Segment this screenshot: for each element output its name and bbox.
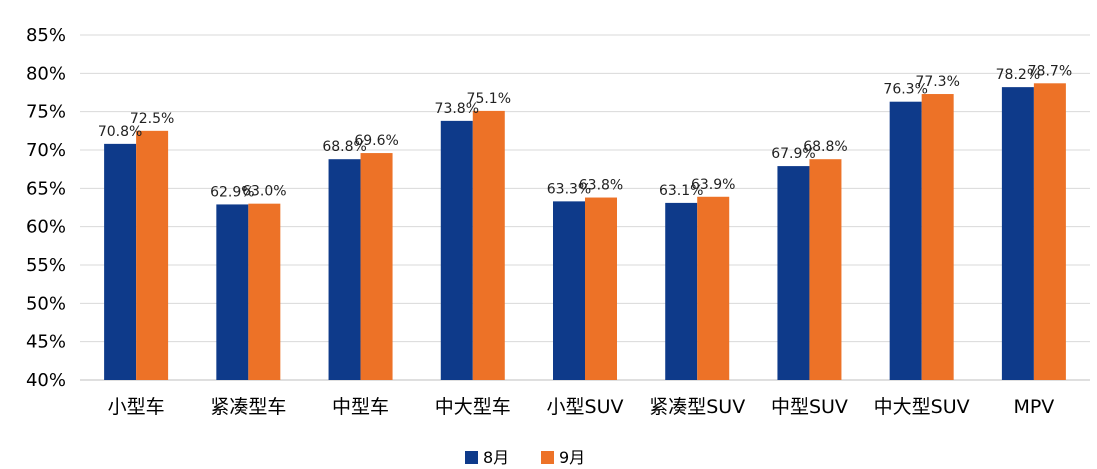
bar-aug (777, 166, 810, 380)
x-category-label: 中型车 (332, 396, 389, 418)
legend-label: 8月 (483, 448, 509, 467)
data-label: 62.9% (210, 184, 254, 200)
data-label: 68.8% (803, 139, 847, 155)
legend-label: 9月 (559, 448, 585, 467)
bar-aug (1001, 87, 1034, 380)
data-label: 67.9% (771, 146, 815, 162)
x-category-label: 中大型SUV (874, 396, 970, 418)
data-label: 68.8% (322, 139, 366, 155)
x-category-label: 小型SUV (547, 396, 624, 418)
legend-swatch (541, 451, 554, 464)
bar-aug (216, 204, 249, 380)
y-tick-label: 85% (26, 25, 66, 46)
x-category-label: 紧凑型车 (210, 396, 286, 418)
bar-sep (1033, 83, 1066, 381)
x-category-label: 紧凑型SUV (649, 396, 745, 418)
y-tick-label: 70% (26, 140, 66, 161)
bar-sep (360, 153, 393, 380)
x-category-label: 中大型车 (435, 396, 511, 418)
data-label: 63.1% (659, 183, 703, 199)
bar-sep (585, 197, 617, 380)
x-category-label: MPV (1013, 396, 1054, 418)
data-label: 70.8% (98, 124, 142, 140)
y-tick-label: 60% (26, 217, 66, 238)
bar-sep (136, 130, 169, 380)
bar-sep (248, 203, 281, 380)
y-tick-label: 50% (26, 293, 66, 314)
y-tick-label: 40% (26, 370, 66, 391)
legend: 8月 9月 (465, 448, 585, 467)
bar-aug (440, 120, 473, 380)
data-label: 63.9% (691, 177, 735, 193)
data-label: 78.7% (1028, 63, 1072, 79)
bars (104, 83, 1066, 381)
data-label: 69.6% (354, 133, 398, 149)
bar-aug (665, 202, 698, 380)
data-label: 63.3% (547, 181, 591, 197)
bar-aug (104, 143, 137, 380)
data-label: 63.8% (579, 178, 623, 194)
x-category-label: 中型SUV (771, 396, 848, 418)
legend-swatch (465, 451, 478, 464)
x-category-label: 小型车 (108, 396, 165, 418)
bar-aug (553, 201, 585, 380)
y-tick-label: 45% (26, 332, 66, 353)
data-label: 73.8% (435, 101, 479, 117)
data-label: 63.0% (242, 184, 286, 200)
y-tick-label: 75% (26, 102, 66, 123)
data-label: 76.3% (883, 82, 927, 98)
bar-sep (697, 196, 730, 380)
y-axis: 40% 45% 50% 55% 60% 65% 70% 75% 80% 85% (26, 25, 66, 391)
x-axis: 小型车 紧凑型车 中型车 中大型车 小型SUV 紧凑型SUV 中型SUV 中大型SUV MPV (108, 396, 1055, 418)
bar-sep (921, 94, 954, 381)
data-labels: 70.8%72.5%62.9%63.0%68.8%69.6%73.8%75.1%… (98, 63, 1072, 200)
data-label: 78.2% (996, 67, 1040, 83)
bar-aug (889, 101, 922, 380)
data-label: 75.1% (467, 91, 511, 107)
bar-aug (328, 159, 361, 380)
bar-sep (809, 159, 842, 380)
data-label: 77.3% (915, 74, 959, 90)
bar-sep (472, 110, 505, 381)
data-label: 72.5% (130, 111, 174, 127)
y-tick-label: 80% (26, 63, 66, 84)
y-tick-label: 65% (26, 178, 66, 199)
y-tick-label: 55% (26, 255, 66, 276)
